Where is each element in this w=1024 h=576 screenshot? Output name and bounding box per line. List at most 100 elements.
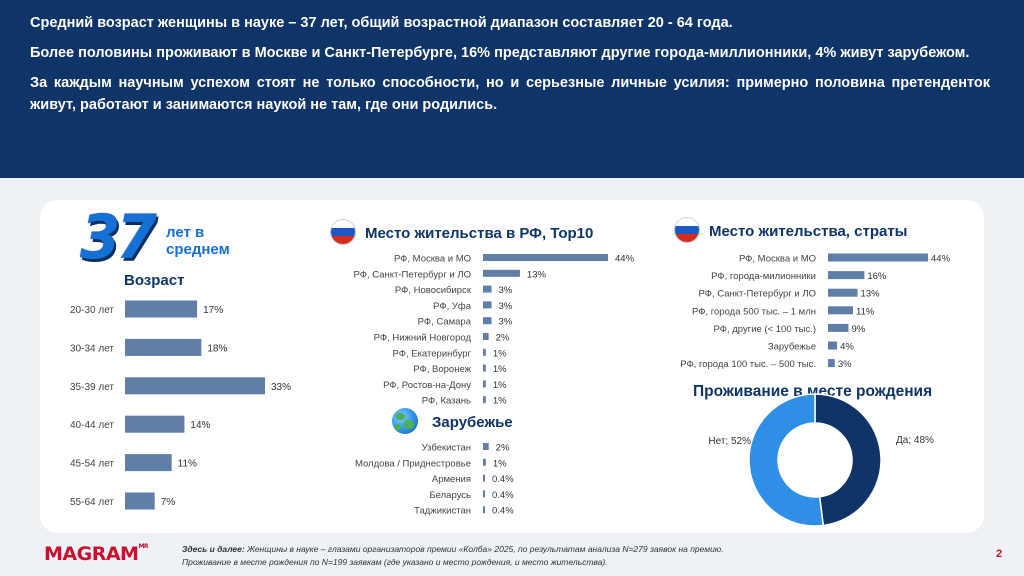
abroad-value-label: 2%: [496, 443, 510, 454]
abroad-bar: [483, 458, 486, 466]
summary-line-age: Средний возраст женщины в науке – 37 лет…: [30, 15, 733, 31]
top10-bar: [483, 285, 492, 293]
age-value-label: 17%: [203, 305, 223, 316]
abroad-category-label: Таджикистан: [414, 506, 471, 517]
donut-label-no: Нет; 52%: [708, 436, 751, 447]
summary-line-migration: За каждым научным успехом стоят не тольк…: [30, 75, 990, 113]
abroad-chart-title: Зарубежье: [432, 414, 513, 431]
top10-category-label: РФ, Воронеж: [413, 364, 471, 375]
abroad-category-label: Узбекистан: [422, 443, 471, 454]
strata-bar: [828, 359, 835, 368]
strata-category-label: РФ, Санкт-Петербург и ЛО: [699, 289, 816, 300]
age-category-label: 55-64 лет: [70, 497, 114, 508]
page-number: 2: [996, 548, 1003, 560]
strata-category-label: РФ, города-милионники: [711, 271, 816, 282]
top10-category-label: РФ, Санкт-Петербург и ЛО: [354, 269, 471, 280]
top10-value-label: 1%: [493, 348, 507, 359]
strata-chart-title: Место жительства, страты: [709, 223, 908, 240]
average-age-number: 37: [80, 201, 157, 273]
age-bar: [125, 415, 185, 433]
strata-category-label: Зарубежье: [768, 342, 816, 353]
top10-category-label: РФ, Уфа: [433, 301, 472, 312]
top10-value-label: 13%: [527, 269, 547, 280]
top10-bar: [483, 364, 486, 372]
strata-bar: [828, 271, 865, 280]
top10-bar: [483, 333, 489, 340]
top10-bar: [483, 317, 492, 325]
age-bar: [125, 492, 155, 510]
age-chart-title: Возраст: [124, 272, 185, 289]
strata-bar: [828, 288, 858, 297]
globe-icon: [392, 408, 418, 434]
donut-slice-no: [748, 393, 825, 527]
abroad-bar: [483, 506, 485, 514]
abroad-value-label: 0.4%: [492, 506, 514, 517]
top10-value-label: 3%: [499, 317, 513, 328]
abroad-bar: [483, 443, 489, 450]
strata-value-label: 13%: [861, 289, 881, 300]
logo-superscript: MR: [138, 543, 149, 550]
top10-value-label: 1%: [493, 364, 507, 375]
average-age-caption: лет в среднем: [166, 224, 230, 258]
age-category-label: 30-34 лет: [70, 343, 114, 354]
top10-category-label: РФ, Нижний Новгород: [374, 333, 472, 344]
top10-value-label: 1%: [493, 380, 507, 391]
strata-category-label: РФ, другие (< 100 тыс.): [714, 324, 816, 335]
age-bar: [125, 338, 202, 356]
strata-value-label: 44%: [931, 254, 951, 265]
age-bar: [125, 454, 172, 472]
russia-flag-icon-strata: [674, 217, 700, 243]
strata-value-label: 9%: [851, 324, 865, 335]
age-value-label: 18%: [207, 343, 227, 354]
footnote-text: Женщины в науке – глазами организаторов …: [244, 544, 724, 554]
strata-bar: [828, 341, 838, 350]
header-banner: Средний возраст женщины в науке – 37 лет…: [0, 0, 1024, 178]
age-value-label: 7%: [161, 497, 176, 508]
strata-category-label: РФ, города 100 тыс. – 500 тыс.: [680, 359, 816, 370]
abroad-bar: [483, 490, 485, 498]
strata-value-label: 3%: [838, 359, 852, 370]
top10-bar: [483, 254, 608, 261]
abroad-bar: [483, 474, 485, 482]
magram-logo: MAGRAMMR: [44, 543, 149, 565]
age-bar: [125, 300, 198, 318]
strata-category-label: РФ, города 500 тыс. – 1 млн: [692, 306, 816, 317]
donut-label-yes: Да; 48%: [896, 435, 934, 446]
strata-value-label: 11%: [856, 306, 875, 317]
abroad-value-label: 0.4%: [492, 490, 514, 501]
donut-slice-yes: [814, 393, 882, 527]
top10-category-label: РФ, Казань: [422, 396, 471, 407]
top10-category-label: РФ, Москва и МО: [394, 254, 471, 265]
age-category-label: 45-54 лет: [70, 459, 114, 470]
abroad-category-label: Армения: [432, 474, 471, 485]
strata-value-label: 16%: [867, 271, 887, 282]
footnote: Здесь и далее: Женщины в науке – глазами…: [182, 543, 942, 569]
age-value-label: 33%: [271, 382, 291, 393]
top10-category-label: РФ, Новосибирск: [395, 285, 472, 296]
abroad-value-label: 0.4%: [492, 474, 514, 485]
strata-bar: [828, 306, 853, 315]
logo-text: MAGRAM: [44, 543, 139, 565]
top10-value-label: 1%: [493, 396, 507, 407]
strata-value-label: 4%: [840, 342, 854, 353]
abroad-value-label: 1%: [493, 458, 507, 469]
top10-value-label: 3%: [499, 285, 513, 296]
age-category-label: 40-44 лет: [70, 420, 114, 431]
strata-bar: [828, 253, 928, 262]
birthplace-chart-title: Проживание в месте рождения: [693, 383, 933, 400]
top10-category-label: РФ, Екатеринбург: [393, 348, 472, 359]
age-value-label: 11%: [178, 459, 197, 470]
top10-value-label: 3%: [499, 301, 513, 312]
russia-flag-icon: [330, 219, 356, 245]
top10-bar: [483, 348, 486, 356]
abroad-category-label: Беларусь: [429, 490, 471, 501]
strata-bar: [828, 323, 849, 332]
age-value-label: 14%: [190, 420, 210, 431]
top10-category-label: РФ, Ростов-на-Дону: [383, 380, 471, 391]
top10-bar: [483, 269, 520, 277]
top10-value-label: 44%: [615, 254, 635, 265]
age-category-label: 20-30 лет: [70, 305, 114, 316]
top10-bar: [483, 380, 486, 388]
top10-chart-title: Место жительства в РФ, Top10: [365, 225, 594, 242]
